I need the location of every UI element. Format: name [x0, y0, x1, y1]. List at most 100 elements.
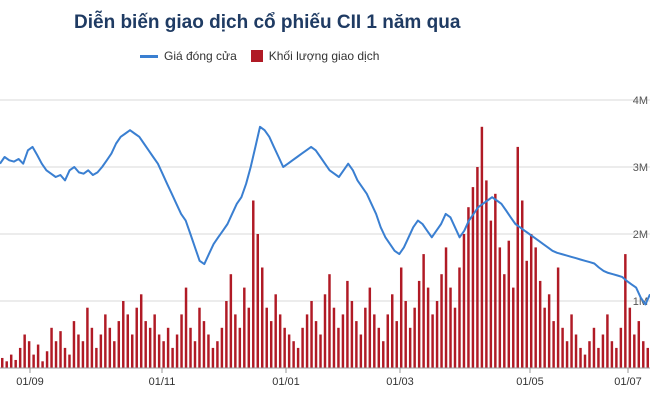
volume-bar[interactable] [395, 321, 398, 368]
volume-bar[interactable] [108, 327, 112, 368]
volume-bar[interactable] [458, 267, 461, 369]
volume-bar[interactable] [422, 254, 425, 368]
volume-bar[interactable] [81, 341, 85, 368]
volume-bar[interactable] [27, 341, 31, 368]
volume-bar[interactable] [494, 193, 497, 368]
volume-bar[interactable] [364, 307, 367, 368]
volume-bar[interactable] [431, 314, 434, 368]
volume-bar[interactable] [157, 334, 161, 369]
volume-bar[interactable] [444, 247, 448, 368]
volume-bar[interactable] [521, 200, 524, 369]
volume-bar[interactable] [485, 180, 488, 368]
volume-bar[interactable] [23, 334, 26, 369]
volume-bar[interactable] [637, 321, 641, 368]
volume-bar[interactable] [386, 314, 389, 368]
volume-bar[interactable] [86, 307, 89, 368]
volume-bar[interactable] [373, 314, 376, 368]
volume-bar[interactable] [547, 294, 551, 368]
legend-item-price[interactable]: Giá đóng cửa [140, 49, 237, 63]
volume-bar[interactable] [359, 334, 363, 369]
volume-bar[interactable] [189, 327, 192, 368]
volume-bar[interactable] [507, 240, 511, 368]
volume-bar[interactable] [592, 327, 596, 368]
volume-bar[interactable] [556, 267, 560, 369]
volume-bar[interactable] [498, 247, 502, 368]
volume-bar[interactable] [337, 327, 340, 368]
volume-bar[interactable] [355, 321, 358, 368]
volume-bar[interactable] [382, 341, 385, 368]
volume-bar[interactable] [287, 334, 291, 369]
volume-bar[interactable] [426, 287, 430, 368]
volume-bar[interactable] [377, 327, 381, 368]
volume-bar[interactable] [350, 301, 354, 368]
volume-bar[interactable] [449, 287, 452, 368]
volume-bar[interactable] [440, 274, 443, 368]
volume-bar[interactable] [391, 294, 394, 368]
volume-bar[interactable] [588, 341, 591, 368]
volume-bar[interactable] [63, 347, 67, 368]
volume-bar[interactable] [525, 260, 528, 368]
volume-bar[interactable] [538, 280, 542, 368]
volume-bar[interactable] [117, 321, 121, 368]
volume-bar[interactable] [193, 341, 197, 368]
volume-bar[interactable] [131, 334, 134, 369]
volume-bar[interactable] [319, 334, 322, 369]
volume-bar[interactable] [1, 357, 4, 368]
volume-bar[interactable] [153, 314, 156, 368]
volume-bar[interactable] [305, 314, 309, 368]
volume-bar[interactable] [476, 167, 479, 368]
volume-bar[interactable] [95, 347, 98, 368]
volume-bar[interactable] [529, 234, 533, 368]
volume-bar[interactable] [238, 327, 242, 368]
volume-bar[interactable] [5, 361, 8, 368]
volume-bar[interactable] [561, 327, 564, 368]
volume-bar[interactable] [274, 294, 277, 368]
volume-bar[interactable] [346, 280, 349, 368]
volume-bar[interactable] [104, 314, 107, 368]
volume-bar[interactable] [628, 307, 632, 368]
volume-bar[interactable] [332, 307, 336, 368]
volume-bar[interactable] [90, 327, 94, 368]
volume-bar[interactable] [144, 321, 147, 368]
volume-bar[interactable] [642, 341, 645, 368]
volume-bar[interactable] [543, 307, 546, 368]
volume-bar[interactable] [417, 280, 421, 368]
volume-bar[interactable] [207, 334, 210, 369]
volume-bar[interactable] [283, 327, 286, 368]
volume-bar[interactable] [184, 287, 188, 368]
volume-bar[interactable] [148, 327, 152, 368]
volume-bar[interactable] [310, 301, 313, 368]
legend-item-volume[interactable]: Khối lượng giao dịch [250, 49, 379, 63]
volume-bar[interactable] [435, 301, 439, 368]
volume-bar[interactable] [202, 321, 206, 368]
volume-bar[interactable] [341, 314, 345, 368]
volume-bar[interactable] [175, 334, 179, 369]
volume-bar[interactable] [45, 351, 49, 368]
volume-bar[interactable] [328, 274, 331, 368]
volume-bar[interactable] [292, 341, 295, 368]
volume-bar[interactable] [579, 347, 582, 368]
volume-bar[interactable] [166, 327, 170, 368]
volume-bar[interactable] [50, 327, 53, 368]
volume-bar[interactable] [534, 247, 537, 368]
volume-bar[interactable] [54, 341, 58, 368]
volume-bar[interactable] [615, 347, 618, 368]
volume-bar[interactable] [570, 314, 573, 368]
volume-bar[interactable] [471, 187, 475, 368]
volume-bar[interactable] [77, 334, 80, 369]
volume-bar[interactable] [323, 294, 327, 368]
volume-bar[interactable] [122, 301, 125, 368]
price-line[interactable] [0, 125, 650, 306]
volume-bar[interactable] [565, 341, 569, 368]
volume-bar[interactable] [489, 220, 493, 368]
volume-bar[interactable] [619, 327, 623, 368]
volume-bar[interactable] [229, 274, 233, 368]
volume-bar[interactable] [368, 287, 372, 368]
volume-bar[interactable] [597, 347, 600, 368]
volume-bar[interactable] [220, 327, 224, 368]
volume-bar[interactable] [314, 321, 318, 368]
volume-bar[interactable] [68, 354, 71, 368]
volume-bar[interactable] [135, 307, 138, 368]
volume-bar[interactable] [574, 334, 578, 369]
volume-bar[interactable] [225, 301, 228, 368]
